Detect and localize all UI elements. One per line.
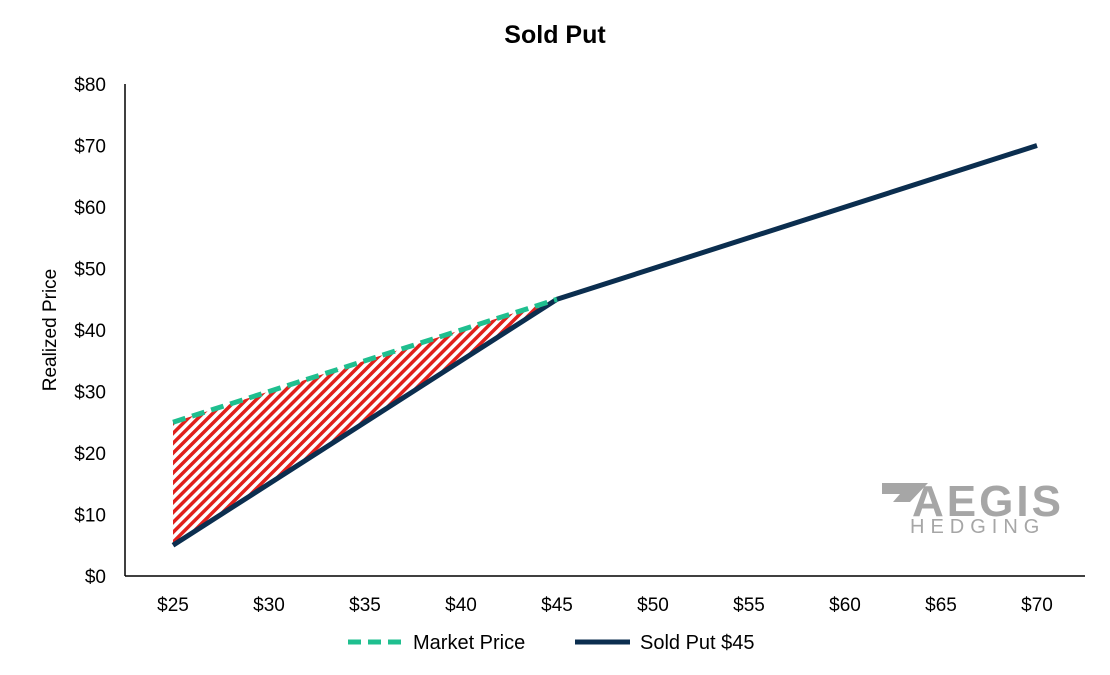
aegis-hedging-logo: AEGIS HEDGING xyxy=(882,477,1064,538)
y-tick-label: $10 xyxy=(74,506,106,527)
chart-title: Sold Put xyxy=(504,21,606,49)
y-tick-label: $30 xyxy=(74,383,106,404)
legend-label-sold-put: Sold Put $45 xyxy=(640,632,755,654)
x-tick-label: $40 xyxy=(445,595,477,616)
y-tick-label: $70 xyxy=(74,137,106,158)
x-tick-label: $70 xyxy=(1021,595,1053,616)
logo-sub-text: HEDGING xyxy=(910,516,1045,538)
legend: Market Price Sold Put $45 xyxy=(348,632,755,654)
y-axis-label: Realized Price xyxy=(40,269,61,392)
x-tick-label: $30 xyxy=(253,595,285,616)
y-tick-label: $60 xyxy=(74,198,106,219)
x-tick-label: $35 xyxy=(349,595,381,616)
y-tick-label: $50 xyxy=(74,260,106,281)
y-tick-label: $0 xyxy=(85,567,106,588)
x-tick-label: $65 xyxy=(925,595,957,616)
legend-label-market-price: Market Price xyxy=(413,632,525,654)
x-tick-label: $50 xyxy=(637,595,669,616)
y-tick-label: $40 xyxy=(74,321,106,342)
x-tick-label: $55 xyxy=(733,595,765,616)
series-lines xyxy=(171,143,1038,548)
logo-main-text: AEGIS xyxy=(912,477,1064,526)
y-tick-label: $20 xyxy=(74,444,106,465)
x-tick-label: $25 xyxy=(157,595,189,616)
x-tick-label: $45 xyxy=(541,595,573,616)
y-tick-label: $80 xyxy=(74,75,106,96)
logo-mark-icon xyxy=(882,483,928,502)
series-line-market-price xyxy=(172,296,558,425)
x-tick-label: $60 xyxy=(829,595,861,616)
y-axis-ticks: $0 $10 $20 $30 $40 $50 $60 $70 $80 xyxy=(74,75,106,588)
x-axis-ticks: $25 $30 $35 $40 $45 $50 $55 $60 $65 $70 xyxy=(157,595,1053,616)
